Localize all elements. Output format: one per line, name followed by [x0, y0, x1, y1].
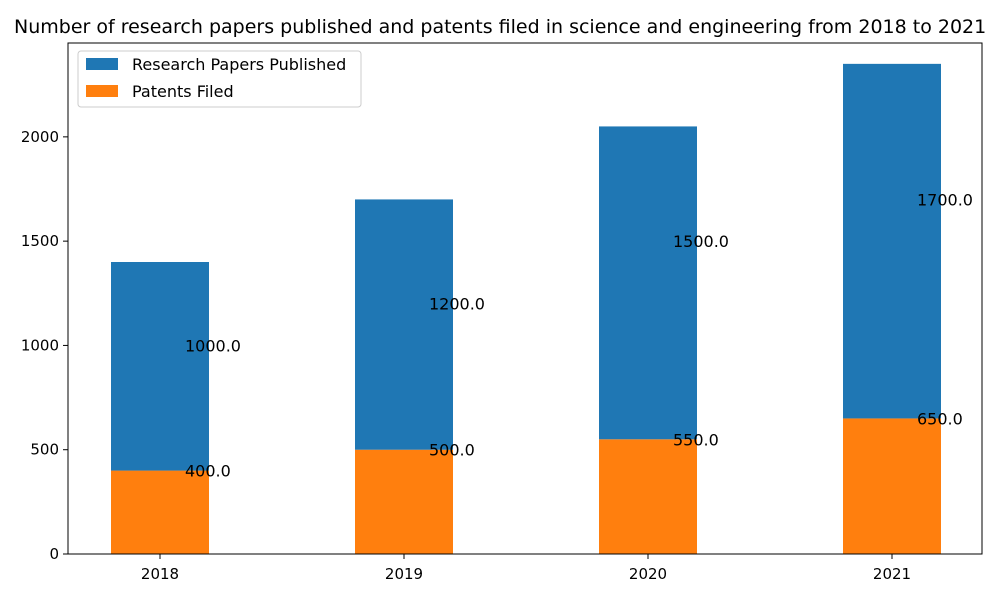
data-label-patents-filed-2018: 400.0 [185, 462, 231, 481]
bar-research-papers-published-2019 [355, 199, 453, 450]
y-axis: 0 500 1000 1500 2000 [21, 128, 68, 563]
chart-title: Number of research papers published and … [14, 16, 986, 38]
data-label-patents-filed-2021: 650.0 [917, 409, 963, 428]
legend-box [77, 50, 362, 108]
data-label-research-papers-published-2019: 1200.0 [429, 295, 485, 314]
bar-research-papers-published-2018 [111, 262, 209, 471]
y-tick-label-2000: 2000 [21, 128, 59, 146]
data-labels-layer: 400.0 500.0 550.0 650.0 1000.0 1200.0 1500.0 17… [185, 190, 973, 480]
legend-swatch-patents-filed [86, 85, 118, 97]
data-label-research-papers-published-2021: 1700.0 [917, 190, 973, 209]
x-axis: 2018 2019 2020 2021 [141, 554, 911, 583]
data-label-research-papers-published-2020: 1500.0 [673, 232, 729, 251]
x-tick-label-2020: 2020 [629, 565, 667, 583]
bar-patents-filed-2018 [111, 470, 209, 554]
legend-swatch-research-papers-published [86, 58, 118, 70]
x-tick-label-2019: 2019 [385, 565, 423, 583]
data-label-research-papers-published-2018: 1000.0 [185, 336, 241, 355]
legend-label-patents-filed: Patents Filed [132, 82, 234, 101]
legend-label-research-papers-published: Research Papers Published [132, 55, 346, 74]
legend: Research Papers Published Patents Filed [77, 50, 362, 108]
y-tick-label-1000: 1000 [21, 336, 59, 354]
data-label-patents-filed-2019: 500.0 [429, 441, 475, 460]
bar-research-papers-published-2021 [843, 63, 941, 419]
bar-patents-filed-2020 [599, 439, 697, 554]
bar-patents-filed-2019 [355, 449, 453, 554]
bar-research-papers-published-2020 [599, 126, 697, 440]
x-tick-label-2018: 2018 [141, 565, 179, 583]
plot-frame [67, 42, 983, 555]
y-tick-label-1500: 1500 [21, 232, 59, 250]
bars-layer [111, 63, 941, 554]
y-tick-label-0: 0 [49, 545, 59, 563]
x-tick-label-2021: 2021 [873, 565, 911, 583]
bar-patents-filed-2021 [843, 418, 941, 554]
y-tick-label-500: 500 [30, 441, 59, 459]
data-label-patents-filed-2020: 550.0 [673, 430, 719, 449]
